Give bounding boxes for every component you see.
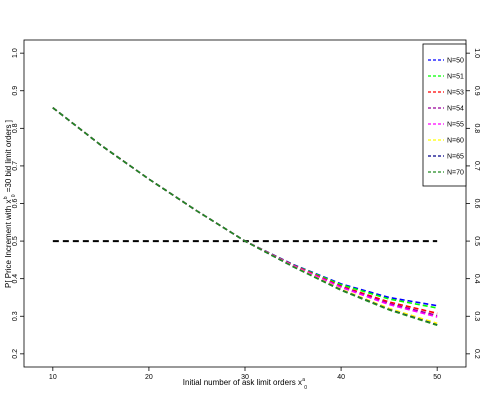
y-tick-label-left: 0.2 xyxy=(12,349,19,359)
legend-label: N=55 xyxy=(447,122,464,129)
y-axis-label-sup: b xyxy=(3,196,9,199)
legend-label: N=54 xyxy=(447,106,464,113)
y-tick-label-right: 0.4 xyxy=(473,274,480,284)
legend-label: N=50 xyxy=(447,58,464,65)
y-tick-label-left: 0.8 xyxy=(12,123,19,133)
y-tick-label-left: 1.0 xyxy=(12,48,19,58)
y-tick-label-right: 0.8 xyxy=(473,123,480,133)
x-axis-label: Initial number of ask limit orders x a 0 xyxy=(183,374,307,391)
legend-label: N=70 xyxy=(447,170,464,177)
x-tick-label: 10 xyxy=(49,374,57,381)
y-axis-label: P[ Price Increment with x b 0 =30 bid li… xyxy=(0,120,17,288)
x-tick-label: 30 xyxy=(241,374,249,381)
series-line-n-50 xyxy=(52,107,438,307)
axis-ticks: 10 20 30 40 50 0.2 0.2 0.3 0.3 0.4 0.4 0.5 0.5 0.6 0.6… xyxy=(12,48,480,381)
series-line-n-55 xyxy=(52,107,438,318)
y-axis-label-sub: 0 xyxy=(11,194,17,197)
series-line-n-65 xyxy=(52,107,438,326)
y-tick-label-left: 0.6 xyxy=(12,199,19,209)
x-tick-label: 50 xyxy=(433,374,441,381)
y-tick-label-left: 0.9 xyxy=(12,86,19,96)
y-tick-label-right: 0.5 xyxy=(473,236,480,246)
series-line-n-54 xyxy=(52,107,438,317)
x-axis-label-sup: a xyxy=(302,377,305,383)
legend-box xyxy=(422,43,467,187)
legend-label: N=60 xyxy=(447,138,464,145)
series-line-n-53 xyxy=(52,107,438,315)
y-axis-label-post: =30 bid limit orders ] xyxy=(4,120,13,192)
y-tick-label-right: 1.0 xyxy=(473,48,480,58)
x-axis-label-text: Initial number of ask limit orders x xyxy=(183,378,302,387)
legend: N=50 N=51 N=53 N=54 N=55 N=60 N=65 N=70 xyxy=(422,43,467,187)
y-tick-label-left: 0.4 xyxy=(12,274,19,284)
series-line-n-51 xyxy=(52,107,438,309)
y-tick-label-right: 0.2 xyxy=(473,349,480,359)
series-line-n-60 xyxy=(52,107,438,325)
legend-label: N=65 xyxy=(447,154,464,161)
y-tick-label-left: 0.7 xyxy=(12,161,19,171)
y-tick-label-right: 0.7 xyxy=(473,161,480,171)
y-tick-label-right: 0.3 xyxy=(473,311,480,321)
plot-frame xyxy=(23,39,467,368)
x-axis-label-sub: 0 xyxy=(304,385,307,391)
x-tick-label: 20 xyxy=(145,374,153,381)
x-tick-label: 40 xyxy=(337,374,345,381)
y-tick-label-left: 0.3 xyxy=(12,311,19,321)
series-line-n-70 xyxy=(52,107,438,327)
legend-label: N=53 xyxy=(447,90,464,97)
y-tick-label-left: 0.5 xyxy=(12,236,19,246)
series-lines xyxy=(52,107,438,327)
legend-label: N=51 xyxy=(447,74,464,81)
y-tick-label-right: 0.9 xyxy=(473,86,480,96)
y-tick-label-right: 0.6 xyxy=(473,199,480,209)
y-axis-label-pre: P[ Price Increment with x xyxy=(4,200,13,288)
